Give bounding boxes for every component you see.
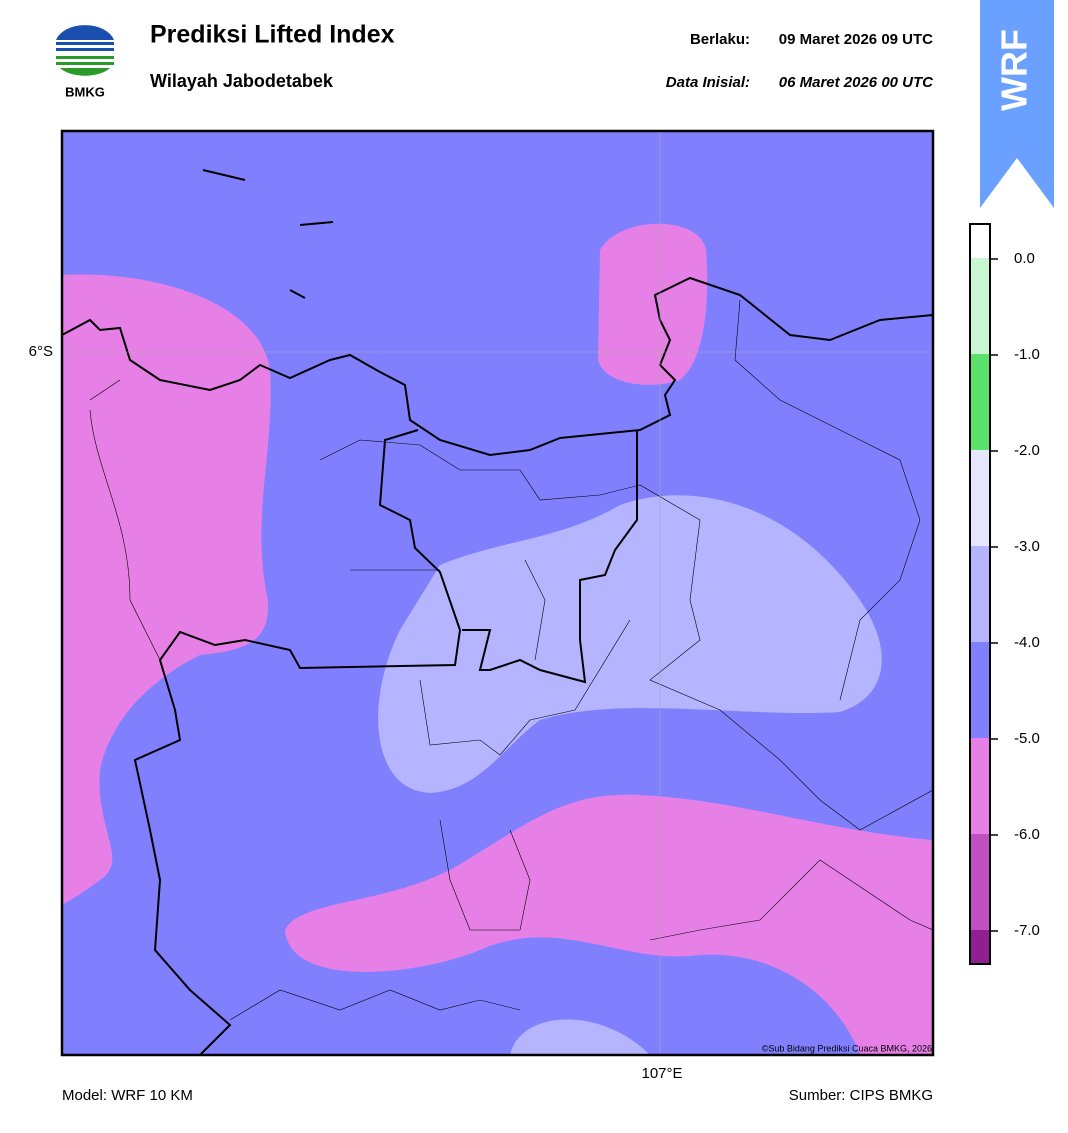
init-label: Data Inisial: <box>666 74 750 91</box>
model: Model: WRF 10 KM <box>62 1087 193 1104</box>
badge-text: WRF <box>994 29 1035 111</box>
colorbar-label: -3.0 <box>1014 538 1040 555</box>
valid-label: Berlaku: <box>690 31 750 48</box>
logo: BMKG <box>56 25 114 99</box>
lon-label: 107°E <box>641 1065 682 1082</box>
colorbar-label: -1.0 <box>1014 346 1040 363</box>
credit: ©Sub Bidang Prediksi Cuaca BMKG, 2026 <box>762 1043 932 1053</box>
title: Prediksi Lifted Index <box>150 21 395 49</box>
valid-value: 09 Maret 2026 09 UTC <box>779 31 933 48</box>
lat-label: 6°S <box>29 343 53 360</box>
map-frame <box>60 129 935 1057</box>
colorbar-label: 0.0 <box>1014 250 1035 267</box>
colorbar-label: -4.0 <box>1014 634 1040 651</box>
colorbar-label: -2.0 <box>1014 442 1040 459</box>
colorbar-label: -5.0 <box>1014 730 1040 747</box>
source: Sumber: CIPS BMKG <box>789 1087 933 1104</box>
wrf-badge <box>980 0 1054 208</box>
logo-text: BMKG <box>65 84 105 99</box>
colorbar <box>969 223 991 965</box>
init-value: 06 Maret 2026 00 UTC <box>779 74 934 91</box>
colorbar-label: -7.0 <box>1014 922 1040 939</box>
map: ©Sub Bidang Prediksi Cuaca BMKG, 2026 <box>62 131 933 1055</box>
colorbar-label: -6.0 <box>1014 826 1040 843</box>
subtitle: Wilayah Jabodetabek <box>150 71 334 91</box>
